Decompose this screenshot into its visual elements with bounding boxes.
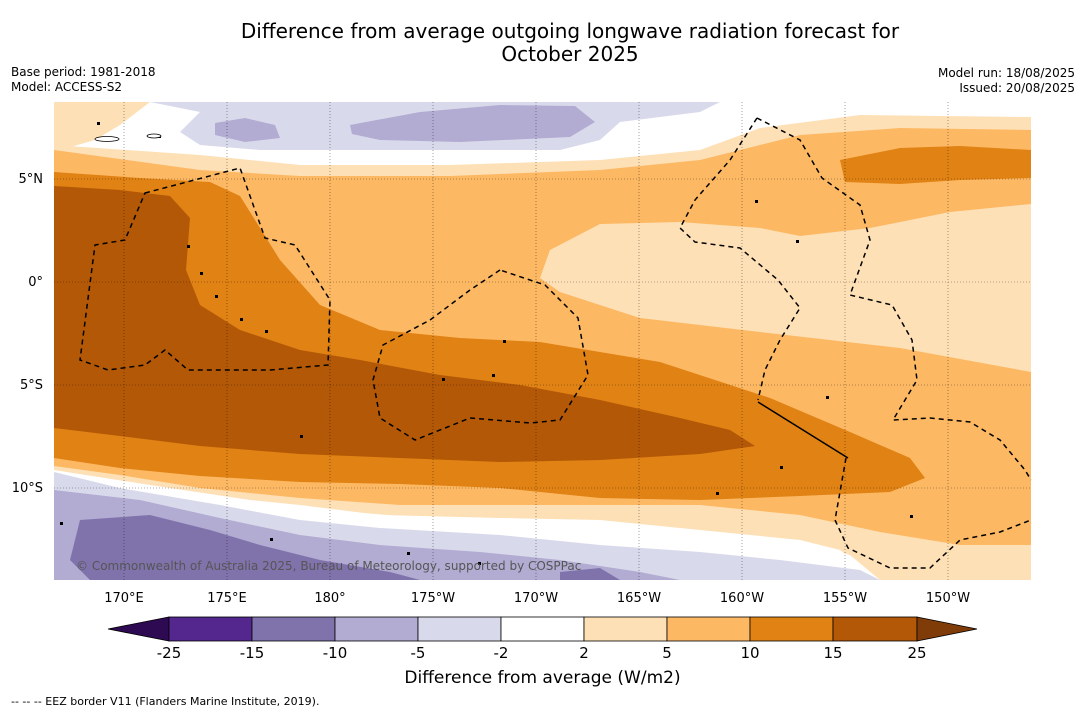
colorbar-tick: 25 bbox=[907, 644, 926, 662]
eez-legend: -- -- -- EEZ border V11 (Flanders Marine… bbox=[11, 695, 320, 708]
colorbar-swatch-4 bbox=[417, 616, 502, 642]
model-run: Model run: 18/08/2025 bbox=[937, 66, 1075, 80]
lon-label-150w: 150°W bbox=[926, 591, 970, 606]
colorbar-swatch-7 bbox=[666, 616, 751, 642]
lon-label-180: 180° bbox=[314, 591, 345, 606]
lon-label-165w: 165°W bbox=[617, 591, 661, 606]
lat-labels: 5°N 0° 5°S 10°S bbox=[12, 172, 43, 496]
coastline-speckles bbox=[60, 122, 913, 565]
lat-label-5n: 5°N bbox=[19, 172, 44, 187]
lon-label-170e: 170°E bbox=[104, 591, 144, 606]
base-period: Base period: 1981-2018 bbox=[11, 65, 156, 79]
copyright-credit: © Commonwealth of Australia 2025, Bureau… bbox=[76, 559, 582, 573]
colorbar-title: Difference from average (W/m2) bbox=[404, 668, 681, 688]
colorbar-swatch-8 bbox=[749, 616, 834, 642]
colorbar-extend-low bbox=[107, 616, 170, 642]
colorbar bbox=[107, 616, 978, 642]
colorbar-tick: -5 bbox=[411, 644, 426, 662]
contour-nw-pale bbox=[54, 102, 150, 150]
lon-label-170w: 170°W bbox=[514, 591, 558, 606]
issued-date: Issued: 20/08/2025 bbox=[959, 81, 1075, 95]
contour-north-purple-b bbox=[350, 105, 595, 142]
eez-borders bbox=[79, 117, 1032, 569]
lon-label-175e: 175°E bbox=[207, 591, 247, 606]
lat-label-5s: 5°S bbox=[20, 378, 43, 393]
map-title: Difference from average outgoing longwav… bbox=[0, 20, 1085, 66]
eez-border-line-islands bbox=[756, 117, 1032, 481]
lon-labels: 170°E 175°E 180° 175°W 170°W 165°W 160°W… bbox=[104, 591, 970, 606]
eez-border-tuvalu-tokelau bbox=[372, 269, 589, 441]
island-outlines bbox=[94, 133, 162, 142]
colorbar-extend-high bbox=[916, 616, 978, 642]
colorbar-tick: 5 bbox=[662, 644, 672, 662]
lon-label-160w: 160°W bbox=[720, 591, 764, 606]
colorbar-tick: -2 bbox=[494, 644, 509, 662]
colorbar-tick: 10 bbox=[740, 644, 759, 662]
colorbar-swatch-3 bbox=[334, 616, 419, 642]
colorbar-tick: 15 bbox=[823, 644, 842, 662]
title-line-1: Difference from average outgoing longwav… bbox=[240, 19, 900, 43]
model-name: Model: ACCESS-S2 bbox=[11, 80, 123, 94]
eez-border-line-islands-west bbox=[679, 117, 801, 401]
colorbar-swatch-6 bbox=[583, 616, 668, 642]
gridlines bbox=[54, 102, 1031, 580]
meta-left: Base period: 1981-2018 Model: ACCESS-S2 bbox=[11, 65, 156, 95]
colorbar-tick: 2 bbox=[579, 644, 589, 662]
map-plot-area bbox=[54, 102, 1031, 580]
colorbar-tick: -15 bbox=[240, 644, 265, 662]
colorbar-tick: -25 bbox=[157, 644, 182, 662]
contour-orange-ne bbox=[840, 146, 1031, 184]
lon-label-175w: 175°W bbox=[411, 591, 455, 606]
eez-solid-border bbox=[757, 401, 849, 459]
lat-label-0: 0° bbox=[28, 275, 43, 290]
eez-border-kiribati-gilbert bbox=[79, 167, 331, 371]
colorbar-swatch-9 bbox=[832, 616, 918, 642]
contour-south-mid-purple-b bbox=[560, 568, 620, 580]
contour-south-mid-purple bbox=[70, 515, 420, 580]
colorbar-swatch-1 bbox=[168, 616, 253, 642]
colorbar-tick: -10 bbox=[323, 644, 348, 662]
meta-right: Model run: 18/08/2025 Issued: 20/08/2025 bbox=[938, 66, 1075, 96]
title-line-2: October 2025 bbox=[501, 42, 639, 66]
lat-label-10s: 10°S bbox=[12, 481, 43, 496]
colorbar-swatch-5 bbox=[500, 616, 585, 642]
contour-north-purple-a bbox=[215, 118, 280, 142]
colorbar-ticks: -25 -15 -10 -5 -2 2 5 10 15 25 bbox=[157, 644, 927, 662]
eez-border-cook-islands bbox=[834, 457, 1032, 569]
lon-label-155w: 155°W bbox=[823, 591, 867, 606]
colorbar-swatch-2 bbox=[251, 616, 336, 642]
contour-dark-orange bbox=[54, 186, 755, 462]
